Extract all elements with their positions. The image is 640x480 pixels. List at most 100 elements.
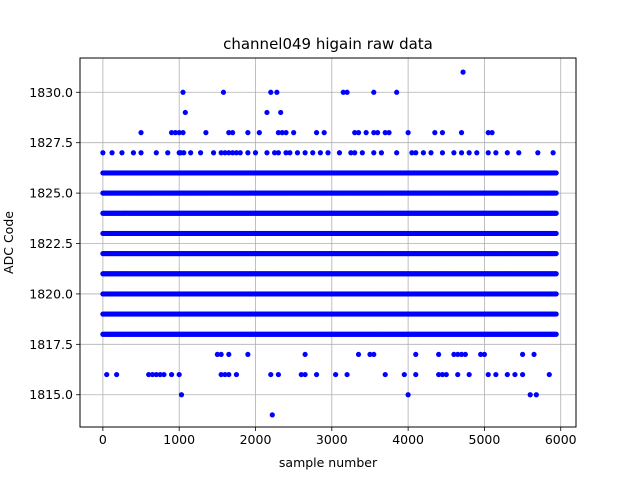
data-point <box>493 150 499 156</box>
data-point <box>462 351 468 358</box>
data-point <box>527 392 533 398</box>
data-point <box>359 150 365 156</box>
data-point <box>220 89 227 95</box>
data-point <box>268 371 274 378</box>
data-point <box>252 150 259 156</box>
data-point <box>535 150 541 156</box>
plot-frame <box>79 57 577 428</box>
data-point <box>519 351 526 358</box>
data-point <box>439 130 446 136</box>
data-point <box>432 130 438 136</box>
data-point <box>348 150 354 156</box>
data-point <box>352 130 358 136</box>
data-point <box>268 89 274 95</box>
data-point <box>302 351 308 358</box>
data-point <box>226 351 232 358</box>
y-tick-label: 1827.5 <box>29 135 73 150</box>
data-point <box>375 130 381 136</box>
data-point <box>516 150 522 156</box>
data-point <box>546 371 552 378</box>
data-point <box>218 371 224 378</box>
y-tick-label: 1815.0 <box>29 387 73 402</box>
data-point <box>485 371 491 378</box>
data-point <box>274 89 280 95</box>
data-point <box>287 150 293 156</box>
data-point <box>420 150 426 156</box>
x-axis-label: sample number <box>279 455 378 470</box>
data-point <box>264 109 270 116</box>
data-point <box>519 371 526 378</box>
data-point <box>279 130 285 136</box>
data-point <box>481 351 488 358</box>
data-point <box>149 371 156 378</box>
data-point <box>302 371 308 378</box>
data-point <box>283 130 289 136</box>
data-point <box>336 150 343 156</box>
data-point <box>275 130 281 136</box>
data-point <box>176 130 182 136</box>
data-point <box>371 351 377 358</box>
data-point <box>214 351 220 358</box>
data-point <box>181 150 187 156</box>
data-point <box>130 150 137 156</box>
data-point <box>436 351 442 358</box>
data-point <box>233 150 240 156</box>
data-point <box>344 89 350 95</box>
grid <box>80 58 576 427</box>
data-point <box>197 150 204 156</box>
data-point <box>245 130 251 136</box>
y-axis-label: ADC Code <box>1 211 16 274</box>
y-tick-label: 1822.5 <box>29 236 73 251</box>
data-point <box>443 371 449 378</box>
data-point <box>230 130 236 136</box>
data-point <box>386 130 392 136</box>
data-point <box>302 150 308 156</box>
data-point <box>455 371 461 378</box>
data-point <box>275 371 281 378</box>
data-point <box>439 371 446 378</box>
x-tick-label: 3000 <box>316 432 348 447</box>
data-point <box>298 371 304 378</box>
data-point <box>458 150 465 156</box>
data-point <box>283 150 289 156</box>
data-point <box>371 89 377 95</box>
data-point <box>478 351 484 358</box>
data-point <box>413 371 419 378</box>
data-point <box>531 351 537 358</box>
data-point <box>553 271 559 277</box>
data-point <box>146 371 152 378</box>
x-tick-label: 1000 <box>163 432 195 447</box>
data-point <box>264 150 270 156</box>
y-tick-label: 1825.0 <box>29 186 73 201</box>
data-point <box>275 150 281 156</box>
data-point <box>218 150 224 156</box>
data-point <box>413 351 419 358</box>
data-point <box>401 371 407 378</box>
data-point <box>340 89 346 95</box>
data-point <box>553 210 559 216</box>
data-point <box>271 150 278 156</box>
data-point <box>222 150 228 156</box>
data-point <box>428 150 434 156</box>
data-point <box>168 371 175 378</box>
data-point <box>313 371 320 378</box>
data-point <box>161 371 167 378</box>
x-tick-label: 0 <box>99 432 107 447</box>
data-point <box>226 130 232 136</box>
data-point <box>371 130 377 136</box>
data-point <box>553 250 559 257</box>
data-point <box>203 130 209 136</box>
data-point <box>493 371 499 378</box>
data-point <box>182 109 188 116</box>
data-points <box>100 69 559 418</box>
x-tick-label: 5000 <box>469 432 501 447</box>
data-point <box>269 412 275 418</box>
y-tick-label: 1817.5 <box>29 337 73 352</box>
data-point <box>138 130 144 136</box>
data-point <box>313 130 320 136</box>
data-point <box>210 150 217 156</box>
data-point <box>218 351 224 358</box>
x-tick-label: 2000 <box>240 432 272 447</box>
data-point <box>378 150 385 156</box>
